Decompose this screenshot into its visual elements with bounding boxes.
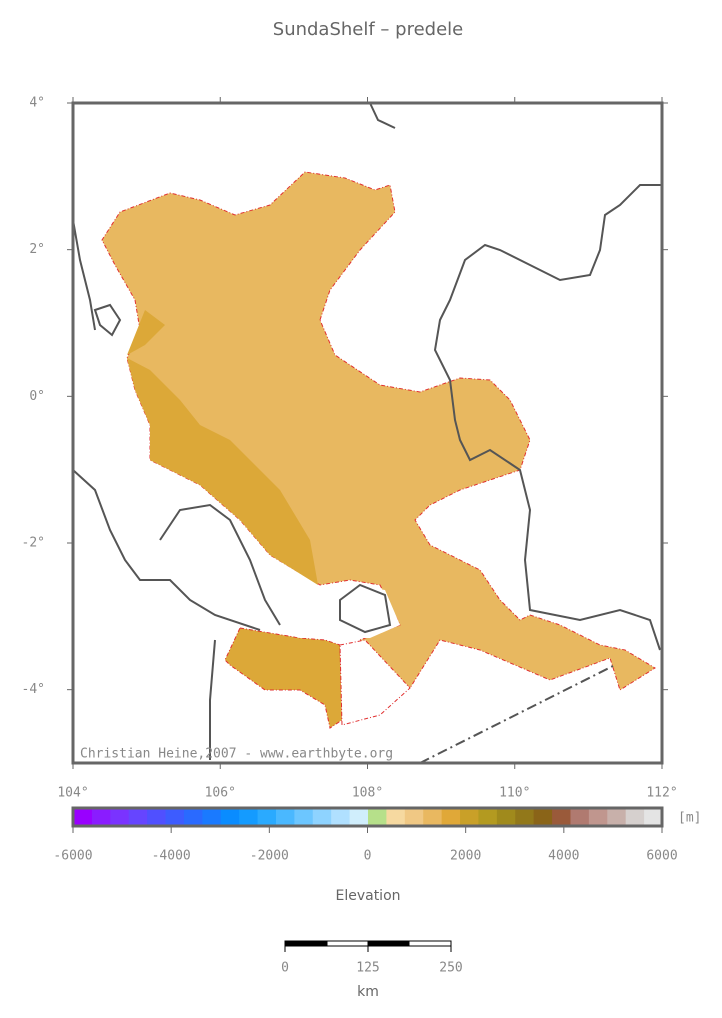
colorbar-tick-label: -2000	[250, 849, 289, 864]
colorbar-tick-label: -4000	[152, 849, 191, 864]
colorbar-segment	[238, 808, 258, 826]
x-tick-label: 106°	[205, 786, 236, 801]
colorbar-segment	[459, 808, 479, 826]
x-tick-label: 104°	[57, 786, 88, 801]
colorbar-segment	[201, 808, 221, 826]
colorbar-segment	[533, 808, 553, 826]
x-tick-label: 108°	[352, 786, 383, 801]
colorbar-segment	[183, 808, 203, 826]
scale-segment	[408, 940, 452, 947]
shelf-darker	[127, 358, 318, 585]
colorbar-tick-label: 2000	[450, 849, 481, 864]
map-content	[72, 102, 662, 764]
colorbar-segment	[625, 808, 645, 826]
scale-tick-label: 0	[281, 961, 289, 976]
shelf-gap	[339, 639, 411, 726]
scale-segment	[367, 940, 410, 947]
colorbar-tick-label: 0	[364, 849, 372, 864]
x-tick-label: 110°	[499, 786, 530, 801]
colorbar-segment	[551, 808, 571, 826]
y-tick-label: 2°	[29, 242, 45, 257]
colorbar-segment	[588, 808, 608, 826]
colorbar-segment	[220, 808, 240, 826]
colorbar-segment	[422, 808, 442, 826]
colorbar-segment	[496, 808, 516, 826]
colorbar-segment	[606, 808, 626, 826]
shelf-darker	[127, 310, 165, 355]
colorbar-segment	[312, 808, 332, 826]
y-tick-label: -2°	[22, 536, 45, 551]
credit: Christian Heine,2007 - www.earthbyte.org	[80, 747, 393, 762]
colorbar-segment	[165, 808, 184, 826]
colorbar-segment	[569, 808, 589, 826]
colorbar-segment	[441, 808, 461, 826]
colorbar-segment	[109, 808, 129, 826]
colorbar-segment	[91, 808, 111, 826]
boundary-line	[419, 664, 616, 764]
colorbar-segment	[367, 808, 387, 826]
shelf-darker	[224, 627, 343, 729]
colorbar-segment	[128, 808, 148, 826]
colorbar-segment	[146, 808, 166, 826]
y-tick-label: 4°	[29, 96, 45, 111]
colorbar-tick-label: 6000	[646, 849, 677, 864]
colorbar-segment	[73, 808, 92, 826]
scale-unit: km	[357, 984, 379, 1000]
y-tick-label: -4°	[22, 682, 45, 697]
title: SundaShelf – predele	[273, 19, 463, 40]
x-tick-label: 112°	[646, 786, 677, 801]
colorbar-unit: [m]	[678, 811, 701, 826]
colorbar-label: Elevation	[335, 888, 400, 904]
scale-tick-label: 250	[439, 961, 462, 976]
colorbar-segment	[275, 808, 295, 826]
colorbar-segment	[257, 808, 276, 826]
coastlines	[72, 102, 662, 760]
scale-tick-label: 125	[356, 961, 379, 976]
colorbar-segment	[349, 808, 368, 826]
colorbar-segment	[643, 808, 663, 826]
colorbar-segment	[477, 808, 497, 826]
colorbar	[71, 806, 664, 828]
scale-segment	[326, 940, 369, 947]
colorbar-segment	[385, 808, 405, 826]
y-tick-label: 0°	[29, 389, 45, 404]
colorbar-tick-label: 4000	[548, 849, 579, 864]
colorbar-segment	[330, 808, 350, 826]
scale-segment	[284, 940, 328, 947]
colorbar-segment	[514, 808, 534, 826]
colorbar-segment	[293, 808, 313, 826]
colorbar-segment	[404, 808, 424, 826]
colorbar-tick-label: -6000	[53, 849, 92, 864]
